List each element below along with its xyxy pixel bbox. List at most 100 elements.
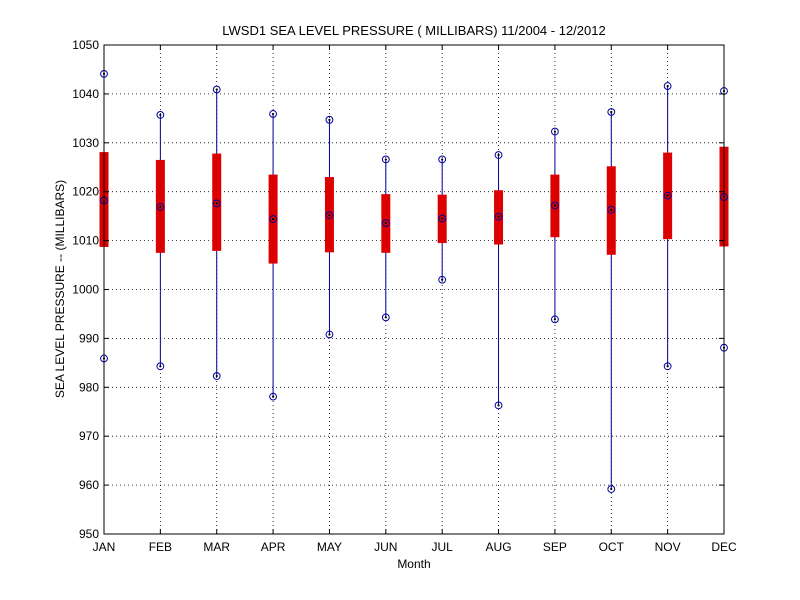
x-tick-label: NOV: [655, 540, 681, 554]
tick-marks: [103, 44, 725, 535]
box-group-mar: [212, 85, 222, 380]
box-group-may: [324, 115, 334, 339]
max-marker-dot: [215, 88, 218, 91]
max-marker: [551, 127, 559, 136]
min-marker: [494, 401, 503, 410]
max-marker-dot: [497, 153, 500, 157]
median-marker-dot: [666, 194, 669, 197]
max-marker-dot: [384, 158, 387, 161]
median-marker: [381, 219, 390, 227]
min-marker-dot: [159, 365, 162, 368]
y-tick-label: 1000: [72, 283, 99, 297]
x-tick-label: SEP: [543, 540, 567, 554]
x-tick-label: MAR: [203, 540, 230, 554]
box-group-jul: [437, 155, 447, 284]
chart-title: LWSD1 SEA LEVEL PRESSURE ( MILLIBARS) 11…: [222, 23, 605, 38]
tick-labels: 950 960 970 980 990 1000 1010 1020 1030 1040 1050 J…: [72, 38, 737, 554]
max-marker: [325, 115, 334, 124]
max-marker: [381, 155, 390, 164]
median-marker-dot: [159, 205, 162, 208]
box-iqr: [212, 153, 222, 251]
box-group-aug: [494, 151, 504, 410]
median-marker: [325, 211, 334, 220]
max-marker-dot: [159, 113, 162, 117]
min-marker: [551, 315, 559, 324]
median-marker: [663, 191, 672, 200]
min-marker: [269, 392, 277, 401]
x-tick-label: APR: [261, 540, 286, 554]
box-group-sep: [550, 127, 560, 324]
y-tick-label: 990: [79, 331, 99, 345]
box-group-nov: [663, 82, 673, 371]
y-tick-label: 1040: [72, 87, 99, 101]
median-marker-dot: [441, 217, 444, 220]
x-tick-label: OCT: [599, 540, 625, 554]
median-marker-dot: [328, 214, 331, 217]
y-tick-label: 960: [79, 478, 99, 492]
median-marker-dot: [271, 217, 275, 221]
min-marker: [381, 313, 390, 322]
min-marker: [325, 330, 334, 339]
box-group-oct: [606, 108, 616, 493]
median-marker-dot: [497, 215, 500, 218]
y-tick-label: 980: [79, 380, 99, 394]
min-marker: [607, 485, 616, 493]
x-tick-label: FEB: [149, 540, 172, 554]
min-marker-dot: [215, 374, 218, 378]
median-marker: [607, 205, 616, 214]
min-marker-dot: [328, 333, 331, 336]
max-marker-dot: [610, 110, 613, 114]
y-tick-label: 1010: [72, 234, 99, 248]
min-marker-dot: [610, 487, 613, 491]
min-marker: [156, 362, 165, 371]
box-group-apr: [268, 110, 278, 401]
max-marker-dot: [553, 130, 557, 133]
median-marker-dot: [553, 204, 557, 207]
y-tick-label: 950: [79, 527, 99, 541]
min-marker: [212, 372, 221, 380]
box-group-jun: [381, 155, 391, 322]
median-marker: [156, 202, 165, 211]
x-tick-label: JUN: [374, 540, 397, 554]
y-tick-label: 1030: [72, 136, 99, 150]
median-marker-dot: [610, 208, 613, 211]
min-marker-dot: [271, 395, 275, 398]
min-marker: [663, 362, 672, 371]
min-marker-dot: [666, 365, 669, 368]
box-group-feb: [155, 111, 165, 371]
median-marker: [269, 215, 277, 223]
min-marker-dot: [384, 316, 387, 319]
median-marker: [494, 212, 503, 221]
y-tick-label: 970: [79, 429, 99, 443]
x-tick-label: JUL: [432, 540, 454, 554]
max-marker: [269, 110, 277, 118]
max-marker-dot: [441, 158, 444, 161]
median-marker-dot: [215, 202, 218, 205]
median-marker: [438, 214, 447, 223]
max-marker-dot: [271, 112, 275, 116]
max-marker-dot: [666, 84, 669, 88]
y-tick-label: 1050: [72, 38, 99, 52]
median-marker: [212, 199, 221, 208]
median-marker-dot: [384, 221, 387, 225]
min-marker-dot: [441, 278, 444, 281]
y-tick-label: 1020: [72, 185, 99, 199]
x-tick-label: DEC: [711, 540, 737, 554]
max-marker: [156, 111, 165, 119]
max-marker: [663, 82, 672, 90]
min-marker-dot: [497, 404, 500, 407]
min-marker: [438, 275, 447, 284]
x-tick-label: MAY: [317, 540, 342, 554]
min-marker-dot: [553, 318, 557, 321]
x-tick-label: JAN: [93, 540, 116, 554]
max-marker: [494, 151, 503, 159]
y-axis-label: SEA LEVEL PRESSURE -- (MILLIBARS): [53, 180, 67, 398]
max-marker: [438, 155, 447, 164]
max-marker: [212, 85, 221, 94]
max-marker-dot: [328, 118, 331, 121]
x-tick-label: AUG: [486, 540, 512, 554]
median-marker: [551, 201, 559, 210]
max-marker: [607, 108, 616, 116]
